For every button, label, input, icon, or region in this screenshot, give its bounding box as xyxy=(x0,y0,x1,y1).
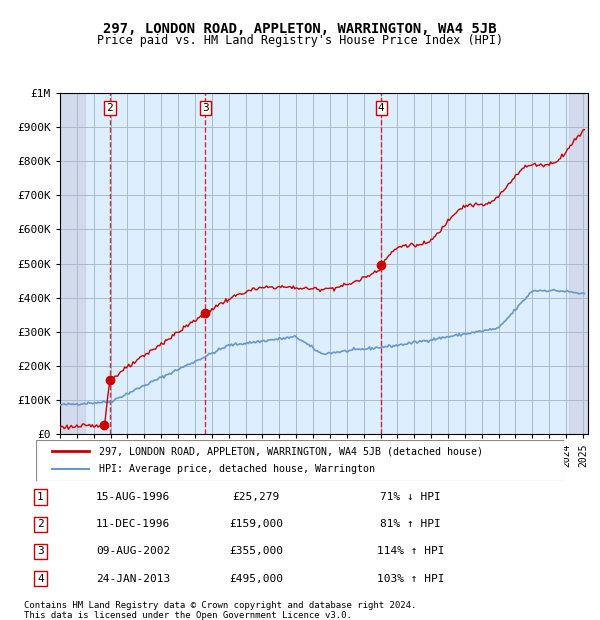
Bar xyxy=(60,93,85,434)
Text: £159,000: £159,000 xyxy=(229,520,283,529)
Text: 15-AUG-1996: 15-AUG-1996 xyxy=(96,492,170,502)
Text: 11-DEC-1996: 11-DEC-1996 xyxy=(96,520,170,529)
Text: 114% ↑ HPI: 114% ↑ HPI xyxy=(377,546,444,556)
Text: 3: 3 xyxy=(37,546,44,556)
Text: 1: 1 xyxy=(37,492,44,502)
Text: £355,000: £355,000 xyxy=(229,546,283,556)
Text: 71% ↓ HPI: 71% ↓ HPI xyxy=(380,492,441,502)
Text: 4: 4 xyxy=(378,103,385,113)
Text: 81% ↑ HPI: 81% ↑ HPI xyxy=(380,520,441,529)
Text: £495,000: £495,000 xyxy=(229,574,283,583)
Text: HPI: Average price, detached house, Warrington: HPI: Average price, detached house, Warr… xyxy=(100,464,376,474)
Text: 2: 2 xyxy=(107,103,113,113)
Text: 09-AUG-2002: 09-AUG-2002 xyxy=(96,546,170,556)
Text: 297, LONDON ROAD, APPLETON, WARRINGTON, WA4 5JB: 297, LONDON ROAD, APPLETON, WARRINGTON, … xyxy=(103,22,497,36)
Text: 103% ↑ HPI: 103% ↑ HPI xyxy=(377,574,444,583)
Text: 24-JAN-2013: 24-JAN-2013 xyxy=(96,574,170,583)
Text: This data is licensed under the Open Government Licence v3.0.: This data is licensed under the Open Gov… xyxy=(24,611,352,620)
Text: 2: 2 xyxy=(37,520,44,529)
Text: £25,279: £25,279 xyxy=(232,492,280,502)
Text: Contains HM Land Registry data © Crown copyright and database right 2024.: Contains HM Land Registry data © Crown c… xyxy=(24,601,416,611)
Text: 3: 3 xyxy=(202,103,209,113)
Text: 4: 4 xyxy=(37,574,44,583)
Text: Price paid vs. HM Land Registry's House Price Index (HPI): Price paid vs. HM Land Registry's House … xyxy=(97,34,503,47)
Bar xyxy=(569,93,588,434)
FancyBboxPatch shape xyxy=(36,440,564,480)
Text: 297, LONDON ROAD, APPLETON, WARRINGTON, WA4 5JB (detached house): 297, LONDON ROAD, APPLETON, WARRINGTON, … xyxy=(100,446,484,456)
